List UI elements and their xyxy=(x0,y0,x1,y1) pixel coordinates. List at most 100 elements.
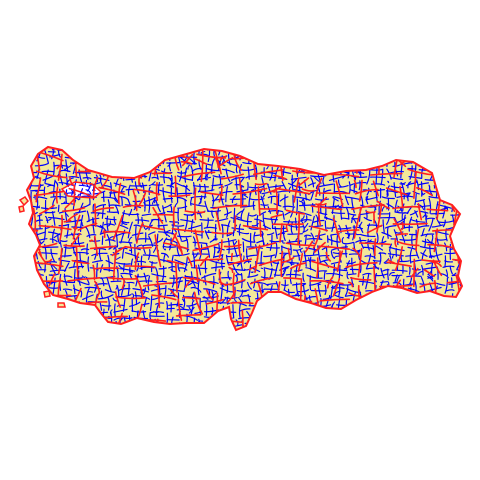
district-boundary xyxy=(408,297,416,300)
province-boundary xyxy=(297,152,298,173)
district-boundary xyxy=(335,324,341,327)
district-boundary xyxy=(371,177,386,178)
district-boundary xyxy=(207,147,212,148)
district-boundary xyxy=(382,319,392,320)
district-boundary xyxy=(33,323,48,326)
district-boundary xyxy=(122,197,123,206)
district-boundary xyxy=(284,296,285,310)
district-boundary xyxy=(303,321,305,327)
district-boundary xyxy=(351,316,361,320)
district-boundary xyxy=(345,326,351,328)
district-boundary xyxy=(167,163,180,164)
district-boundary xyxy=(374,323,378,334)
district-boundary xyxy=(306,193,307,200)
district-boundary xyxy=(395,305,396,317)
district-boundary xyxy=(260,158,273,159)
district-boundary xyxy=(185,200,186,210)
district-boundary xyxy=(430,163,445,165)
province-boundary xyxy=(374,300,375,317)
district-boundary xyxy=(282,330,283,337)
district-boundary xyxy=(295,300,296,311)
province-boundary xyxy=(30,267,35,273)
district-boundary xyxy=(311,162,325,165)
district-boundary xyxy=(421,295,422,303)
district-boundary xyxy=(321,325,330,326)
district-boundary xyxy=(319,329,322,335)
district-boundary xyxy=(416,302,429,306)
district-boundary xyxy=(388,181,389,182)
district-boundary xyxy=(49,311,64,313)
district-boundary xyxy=(253,202,254,210)
province-boundary xyxy=(417,148,419,165)
province-boundary xyxy=(264,152,285,158)
district-boundary xyxy=(187,265,188,266)
district-boundary xyxy=(227,149,229,151)
district-boundary xyxy=(266,319,270,324)
district-boundary xyxy=(124,163,138,164)
district-boundary xyxy=(334,156,344,157)
district-boundary xyxy=(31,240,35,254)
district-boundary xyxy=(394,290,404,293)
district-boundary xyxy=(374,158,377,166)
district-boundary xyxy=(44,316,47,323)
island-north-aegean xyxy=(20,197,28,205)
district-boundary xyxy=(95,149,111,150)
district-boundary xyxy=(450,183,451,194)
district-boundary xyxy=(129,250,131,251)
district-boundary xyxy=(399,331,404,336)
district-boundary xyxy=(36,316,49,317)
district-boundary xyxy=(303,324,309,325)
district-boundary xyxy=(256,325,264,328)
island-west-coast xyxy=(19,206,24,212)
district-boundary xyxy=(283,318,296,319)
district-boundary xyxy=(370,157,381,158)
district-boundary xyxy=(303,313,318,314)
province-boundary xyxy=(455,317,460,348)
province-boundary xyxy=(320,329,322,348)
district-boundary xyxy=(324,272,325,279)
district-boundary xyxy=(76,324,79,326)
district-boundary xyxy=(347,319,349,328)
district-boundary xyxy=(303,306,305,317)
district-boundary xyxy=(139,325,151,327)
district-boundary xyxy=(200,220,213,221)
district-boundary xyxy=(206,179,208,180)
district-boundary xyxy=(27,321,32,322)
district-boundary xyxy=(31,295,32,310)
district-boundary xyxy=(396,306,398,308)
district-boundary xyxy=(457,316,458,328)
province-boundary xyxy=(222,326,224,331)
district-boundary xyxy=(205,323,213,327)
district-boundary xyxy=(374,323,387,325)
province-boundary xyxy=(418,297,420,318)
province-boundary xyxy=(435,305,438,316)
district-boundary xyxy=(262,151,264,162)
district-boundary xyxy=(102,236,103,244)
district-boundary xyxy=(395,147,396,159)
district-boundary xyxy=(28,288,33,291)
district-boundary xyxy=(333,288,344,289)
district-boundary xyxy=(257,293,258,300)
district-boundary xyxy=(342,318,343,333)
district-boundary xyxy=(346,245,347,257)
district-boundary xyxy=(340,147,341,154)
province-boundary xyxy=(260,222,261,237)
district-boundary xyxy=(401,314,402,323)
province-boundary xyxy=(460,205,477,209)
district-boundary xyxy=(348,322,349,323)
province-boundary xyxy=(357,313,358,329)
district-boundary xyxy=(207,320,209,332)
district-boundary xyxy=(91,325,101,326)
district-boundary xyxy=(458,172,460,186)
district-boundary xyxy=(457,220,460,235)
province-boundary xyxy=(242,311,243,333)
district-boundary xyxy=(348,148,360,150)
province-boundary xyxy=(454,297,462,304)
district-boundary xyxy=(388,227,389,238)
district-boundary xyxy=(331,149,333,155)
district-boundary xyxy=(333,153,336,169)
district-boundary xyxy=(378,151,390,152)
district-boundary xyxy=(64,169,65,170)
district-boundary xyxy=(380,318,381,332)
district-boundary xyxy=(79,320,81,329)
